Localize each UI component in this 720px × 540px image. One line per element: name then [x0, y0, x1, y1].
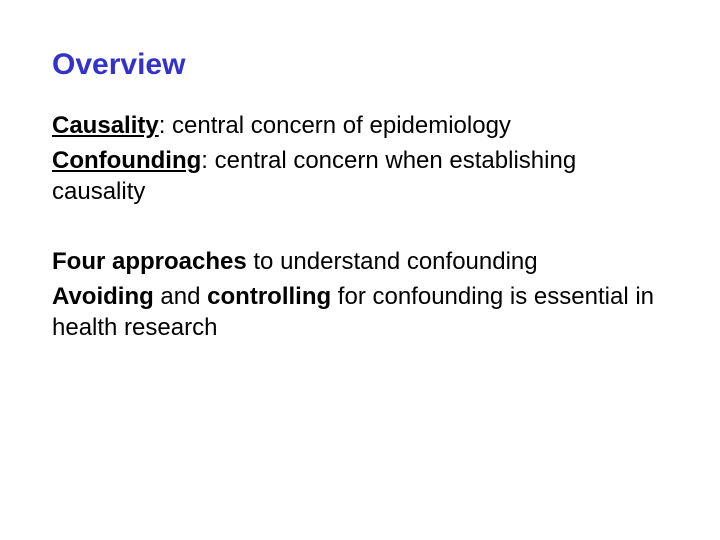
term-confounding: Confounding — [52, 147, 201, 174]
causality-desc: : central concern of epidemiology — [159, 112, 511, 139]
confounding-line: Confounding: central concern when establ… — [52, 145, 668, 207]
slide-title: Overview — [52, 48, 668, 82]
avoiding-line: Avoiding and controlling for confounding… — [52, 281, 668, 343]
bold-controlling: controlling — [207, 283, 331, 310]
approaches-line: Four approaches to understand confoundin… — [52, 246, 668, 277]
causality-line: Causality: central concern of epidemiolo… — [52, 110, 668, 141]
paragraph-group-2: Four approaches to understand confoundin… — [52, 246, 668, 344]
term-causality: Causality — [52, 112, 159, 139]
bold-avoiding: Avoiding — [52, 283, 154, 310]
paragraph-group-1: Causality: central concern of epidemiolo… — [52, 110, 668, 208]
approaches-rest: to understand confounding — [247, 248, 538, 275]
bold-four-approaches: Four approaches — [52, 248, 247, 275]
mid-and: and — [154, 283, 207, 310]
